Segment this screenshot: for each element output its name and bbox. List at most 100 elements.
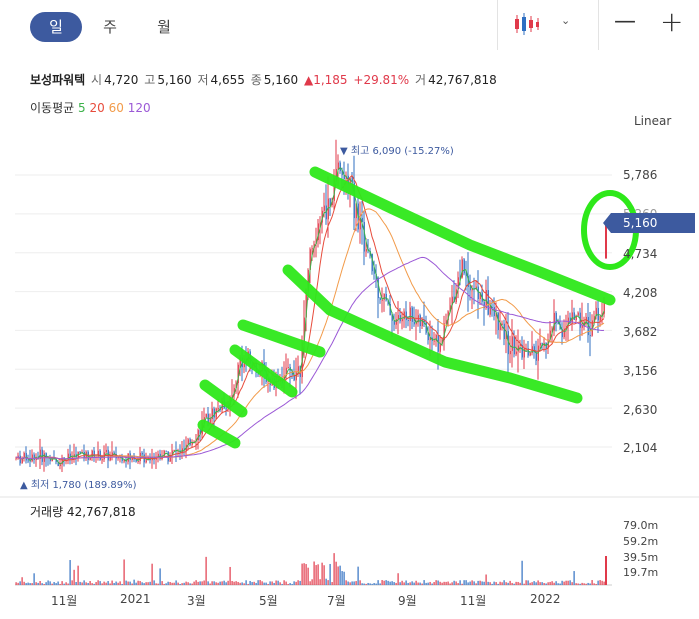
candle-body	[509, 350, 511, 355]
volume-bar	[541, 582, 543, 585]
volume-bar	[455, 581, 457, 585]
candle-body	[441, 340, 443, 344]
volume-bar	[447, 581, 449, 585]
candle-body	[523, 348, 525, 358]
volume-bar	[531, 582, 533, 585]
volume-bar	[403, 582, 405, 585]
volume-bar	[535, 582, 537, 585]
candle-body	[423, 319, 425, 323]
candle-body	[319, 222, 321, 224]
volume-bar	[351, 581, 353, 585]
candle-body	[129, 453, 131, 460]
volume-bar	[211, 581, 213, 585]
zoom-out-button[interactable]: —	[614, 9, 636, 34]
volume-bar	[263, 582, 265, 585]
trend-annotation	[282, 264, 583, 404]
volume-bar	[305, 564, 307, 585]
candle-body	[165, 450, 167, 452]
volume-bar	[261, 581, 263, 585]
candle-body	[477, 286, 479, 300]
candle-body	[555, 312, 557, 324]
volume-bar	[381, 580, 383, 585]
volume-bar	[121, 583, 123, 585]
volume-bar	[525, 580, 527, 585]
volume-bar	[449, 583, 451, 585]
volume-bar	[537, 580, 539, 585]
tab-month[interactable]: 월	[157, 18, 171, 36]
zoom-in-button[interactable]: +	[660, 5, 684, 38]
volume-bar	[105, 582, 107, 585]
volume-bar	[213, 581, 215, 585]
volume-panel-title: 거래량 42,767,818	[30, 505, 136, 519]
volume-bar	[347, 581, 349, 585]
candle-body	[215, 408, 217, 418]
volume-bar	[425, 582, 427, 585]
candle-body	[575, 315, 577, 321]
candle-body	[365, 249, 367, 252]
volume-bar	[487, 581, 489, 585]
volume-bar	[499, 581, 501, 585]
candle-body	[463, 259, 465, 274]
volume-bar	[377, 580, 379, 585]
candle-body	[193, 441, 195, 443]
volume-bar	[441, 582, 443, 585]
volume-bar	[117, 582, 119, 585]
high-label: 고	[144, 73, 156, 87]
candle-body	[499, 324, 501, 330]
trend-annotation	[309, 166, 616, 306]
candle-body	[387, 300, 389, 304]
volume-bar	[239, 582, 241, 585]
moving-average-line	[15, 174, 605, 462]
volume-bar	[179, 583, 181, 585]
volume-bar	[313, 561, 315, 585]
volume-bar	[271, 581, 273, 585]
ma-5: 5	[78, 101, 86, 115]
volume-bar	[53, 582, 55, 585]
volume-bar	[119, 581, 121, 585]
scale-selector[interactable]: Linear	[634, 114, 672, 128]
trend-annotation	[229, 344, 298, 398]
candle-body	[137, 461, 139, 463]
candle-body	[563, 328, 565, 338]
candle-body	[533, 346, 535, 353]
volume-bar	[459, 580, 461, 585]
volume-bar	[365, 583, 367, 585]
volume-bar	[229, 566, 231, 585]
volume-bar	[165, 583, 167, 585]
candlestick-icon[interactable]	[514, 13, 540, 39]
volume-bar	[221, 581, 223, 585]
volume-bar	[279, 582, 281, 585]
volume-bar	[181, 583, 183, 585]
volume-bar	[445, 581, 447, 585]
tab-day[interactable]: 일	[30, 12, 82, 42]
volume-bar	[419, 582, 421, 585]
volume-bar	[197, 581, 199, 585]
candle-body	[581, 326, 583, 328]
chevron-down-icon[interactable]: ⌄	[561, 14, 571, 27]
volume-bar	[25, 583, 27, 585]
volume-bar	[439, 581, 441, 585]
volume-bar	[217, 582, 219, 585]
volume-bar	[247, 583, 249, 585]
volume-bar	[547, 582, 549, 585]
period-low-marker: ▲ 최저 1,780 (189.89%)	[20, 480, 137, 491]
volume-bar	[133, 579, 135, 585]
candle-body	[333, 178, 335, 201]
volume-bar	[413, 582, 415, 585]
close-value: 5,160	[263, 73, 299, 87]
volume-bar	[597, 580, 599, 585]
volume-bar	[341, 571, 343, 585]
volume-bar	[311, 579, 313, 585]
candle-body	[91, 450, 93, 458]
candle-body	[67, 453, 69, 461]
volume-bar	[283, 580, 285, 585]
tab-week[interactable]: 주	[103, 18, 117, 36]
volume-bar	[33, 573, 35, 585]
volume-bar	[31, 583, 33, 585]
volume-bar	[71, 580, 73, 585]
volume-bar	[453, 580, 455, 585]
y-tick: 2,104	[623, 441, 658, 455]
volume-bar	[367, 582, 369, 585]
volume-bar	[329, 563, 331, 585]
